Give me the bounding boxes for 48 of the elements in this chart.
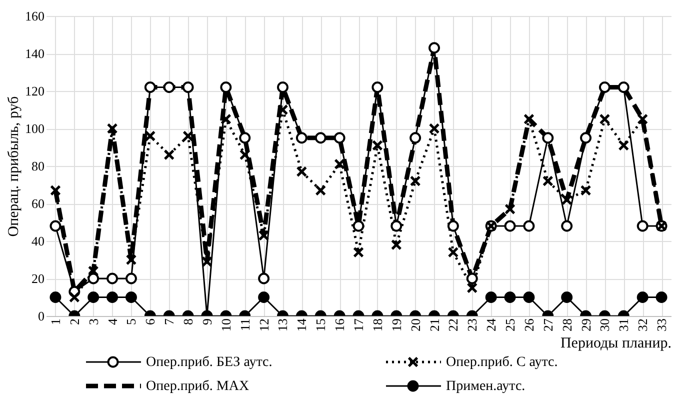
x-tick-label: 5 (124, 318, 139, 325)
y-tick-label: 20 (32, 271, 44, 286)
x-tick-label: 17 (351, 318, 366, 332)
x-tick-label: 21 (426, 318, 442, 332)
x-tick-label: 25 (502, 318, 518, 332)
x-tick-label: 4 (104, 318, 120, 325)
x-tick-label: 28 (559, 318, 574, 332)
x-tick-label: 33 (654, 318, 670, 332)
x-tick-label: 14 (294, 318, 310, 332)
x-tick-label: 1 (48, 318, 63, 325)
y-tick-label: 100 (25, 121, 44, 136)
x-tick-label: 29 (578, 318, 594, 332)
x-tick-label: 22 (446, 318, 461, 332)
x-tick-label: 24 (484, 318, 499, 332)
x-tick-label: 7 (162, 318, 177, 325)
x-tick-label: 11 (237, 318, 252, 332)
y-tick-label: 120 (25, 84, 44, 98)
x-tick-label: 23 (464, 318, 480, 332)
y-tick-label: 0 (38, 308, 44, 324)
x-tick-label: 31 (616, 318, 632, 332)
x-tick-label: 13 (275, 318, 290, 332)
y-tick-label: 60 (32, 196, 44, 211)
x-tick-label: 15 (313, 318, 328, 332)
x-tick-label: 3 (86, 318, 101, 325)
x-tick-label: 12 (256, 318, 272, 332)
x-tick-label: 8 (180, 318, 196, 325)
y-tick-label: 160 (25, 8, 44, 24)
y-tick-label: 80 (32, 158, 44, 174)
x-tick-label: 19 (388, 318, 404, 332)
x-tick-label: 26 (521, 318, 536, 332)
x-tick-label: 16 (332, 318, 348, 332)
legend-label: Опер.приб. БЕЗ аутс. (146, 355, 272, 370)
legend-label: Опер.приб. С аутс. (446, 355, 558, 370)
x-tick-label: 20 (408, 318, 423, 332)
x-tick-label: 32 (635, 318, 650, 332)
x-tick-label: 2 (66, 318, 82, 325)
x-tick-label: 27 (540, 318, 556, 332)
legend-label: Примен.аутс. (446, 379, 526, 394)
x-tick-label: 18 (370, 318, 385, 332)
x-tick-label: 9 (199, 318, 214, 325)
y-axis-title: Операц. прибыль, руб (6, 96, 22, 237)
y-tick-label: 40 (32, 234, 44, 248)
x-tick-label: 30 (597, 318, 612, 332)
x-axis-title: Периоды планир. (560, 336, 672, 352)
legend-label: Опер.приб. MAX (146, 379, 250, 394)
x-tick-label: 6 (142, 318, 158, 325)
y-tick-label: 140 (25, 46, 44, 61)
x-tick-label: 10 (218, 318, 234, 332)
